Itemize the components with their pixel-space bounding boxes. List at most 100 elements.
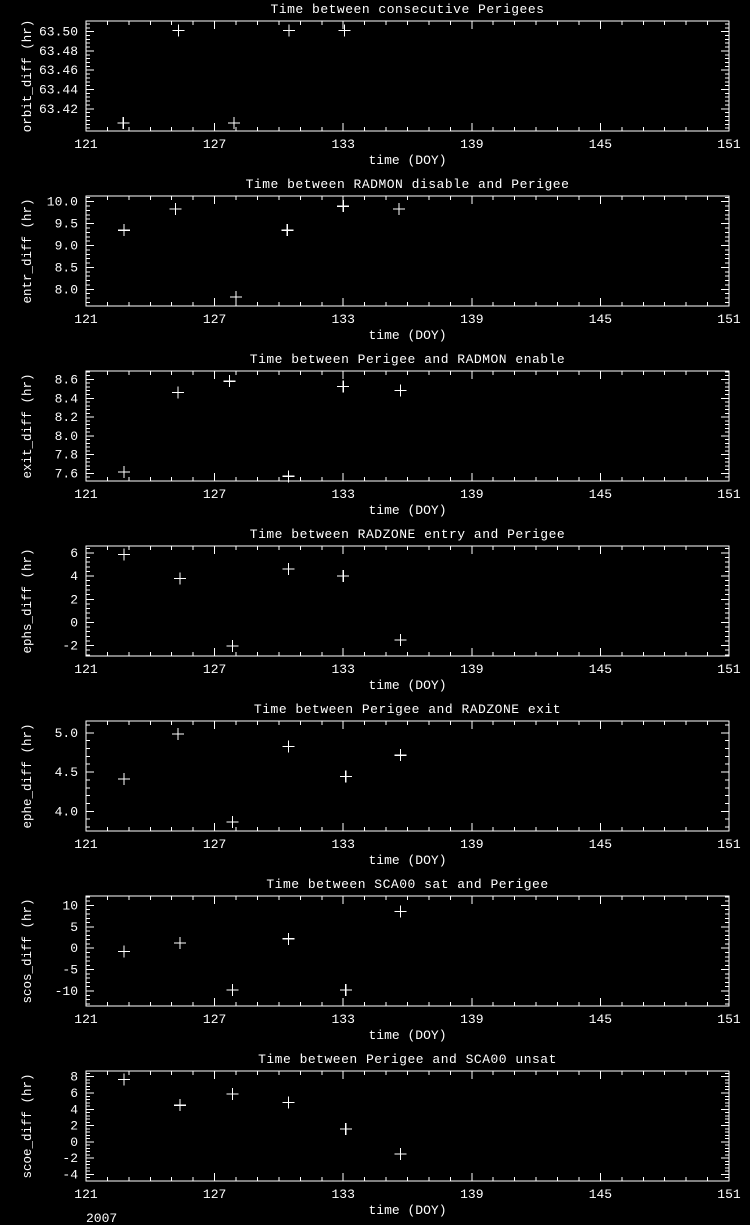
svg-text:0: 0 (70, 941, 78, 956)
svg-text:145: 145 (589, 1187, 612, 1202)
svg-text:145: 145 (589, 837, 612, 852)
svg-text:4: 4 (70, 1102, 78, 1117)
svg-text:-2: -2 (62, 1151, 78, 1166)
svg-text:time (DOY): time (DOY) (368, 503, 446, 518)
svg-text:8.6: 8.6 (55, 372, 78, 387)
svg-text:127: 127 (203, 837, 226, 852)
svg-text:63.42: 63.42 (39, 102, 78, 117)
svg-text:Time between consecutive Pe: Time between consecutive Perigees (271, 2, 545, 17)
svg-text:ephe_diff (hr): ephe_diff (hr) (21, 723, 35, 828)
svg-text:151: 151 (717, 837, 741, 852)
svg-text:139: 139 (460, 1012, 483, 1027)
svg-text:2: 2 (70, 1119, 78, 1134)
svg-text:4: 4 (70, 569, 78, 584)
svg-text:145: 145 (589, 312, 612, 327)
svg-text:-4: -4 (62, 1167, 78, 1182)
svg-text:151: 151 (717, 1012, 741, 1027)
svg-text:time (DOY): time (DOY) (368, 1028, 446, 1043)
svg-text:Time between RADMON disable: Time between RADMON disable and Perigee (246, 177, 570, 192)
svg-text:5: 5 (70, 920, 78, 935)
svg-text:0: 0 (70, 1135, 78, 1150)
svg-text:127: 127 (203, 137, 226, 152)
svg-text:63.46: 63.46 (39, 63, 78, 78)
svg-text:time (DOY): time (DOY) (368, 328, 446, 343)
svg-text:time (DOY): time (DOY) (368, 853, 446, 868)
svg-text:orbit_diff (hr): orbit_diff (hr) (21, 20, 35, 133)
svg-text:8.0: 8.0 (55, 429, 78, 444)
svg-text:-10: -10 (55, 984, 78, 999)
svg-text:4.5: 4.5 (55, 765, 78, 780)
svg-text:8.4: 8.4 (55, 391, 79, 406)
svg-text:10: 10 (62, 898, 78, 913)
svg-text:Time between SCA00 sat and: Time between SCA00 sat and Perigee (266, 877, 548, 892)
svg-text:145: 145 (589, 137, 612, 152)
svg-text:121: 121 (74, 137, 98, 152)
svg-text:121: 121 (74, 312, 98, 327)
svg-text:133: 133 (331, 312, 354, 327)
svg-text:ephs_diff (hr): ephs_diff (hr) (21, 548, 35, 653)
svg-text:145: 145 (589, 662, 612, 677)
svg-text:133: 133 (331, 137, 354, 152)
svg-text:-2: -2 (62, 639, 78, 654)
svg-text:2: 2 (70, 592, 78, 607)
svg-text:8.5: 8.5 (55, 260, 78, 275)
svg-text:Time between RADZONE entry: Time between RADZONE entry and Perigee (250, 527, 565, 542)
svg-text:127: 127 (203, 1012, 226, 1027)
svg-text:6: 6 (70, 1086, 78, 1101)
svg-text:Time between Perigee and R: Time between Perigee and RADZONE exit (254, 702, 561, 717)
svg-text:121: 121 (74, 1187, 98, 1202)
svg-text:127: 127 (203, 1187, 226, 1202)
svg-text:4.0: 4.0 (55, 804, 78, 819)
svg-text:Time between Perigee and R: Time between Perigee and RADMON enable (250, 352, 565, 367)
svg-text:139: 139 (460, 487, 483, 502)
svg-text:exit_diff (hr): exit_diff (hr) (21, 373, 35, 478)
svg-text:133: 133 (331, 662, 354, 677)
svg-text:151: 151 (717, 1187, 741, 1202)
svg-text:8: 8 (70, 1070, 78, 1085)
svg-text:entr_diff (hr): entr_diff (hr) (21, 198, 35, 303)
svg-text:Time between Perigee and S: Time between Perigee and SCA00 unsat (258, 1052, 557, 1067)
svg-text:63.48: 63.48 (39, 44, 78, 59)
svg-text:145: 145 (589, 1012, 612, 1027)
svg-text:145: 145 (589, 487, 612, 502)
svg-text:121: 121 (74, 1012, 98, 1027)
svg-text:139: 139 (460, 137, 483, 152)
svg-text:time (DOY): time (DOY) (368, 153, 446, 168)
svg-text:time (DOY): time (DOY) (368, 678, 446, 693)
svg-text:scoe_diff (hr): scoe_diff (hr) (21, 1073, 35, 1178)
svg-text:scos_diff (hr): scos_diff (hr) (21, 898, 35, 1003)
svg-text:time (DOY): time (DOY) (368, 1203, 446, 1218)
svg-text:9.0: 9.0 (55, 239, 78, 254)
svg-text:139: 139 (460, 662, 483, 677)
svg-text:151: 151 (717, 662, 741, 677)
svg-text:139: 139 (460, 837, 483, 852)
svg-text:127: 127 (203, 662, 226, 677)
svg-text:151: 151 (717, 137, 741, 152)
svg-text:121: 121 (74, 662, 98, 677)
svg-text:9.5: 9.5 (55, 217, 78, 232)
svg-text:121: 121 (74, 487, 98, 502)
svg-text:7.8: 7.8 (55, 448, 78, 463)
svg-text:133: 133 (331, 1012, 354, 1027)
svg-text:6: 6 (70, 546, 78, 561)
svg-text:5.0: 5.0 (55, 726, 78, 741)
svg-text:127: 127 (203, 312, 226, 327)
svg-text:0: 0 (70, 615, 78, 630)
svg-text:63.50: 63.50 (39, 25, 78, 40)
svg-text:10.0: 10.0 (47, 195, 78, 210)
svg-text:121: 121 (74, 837, 98, 852)
svg-text:151: 151 (717, 312, 741, 327)
svg-text:133: 133 (331, 487, 354, 502)
svg-text:127: 127 (203, 487, 226, 502)
svg-text:8.0: 8.0 (55, 282, 78, 297)
svg-text:139: 139 (460, 1187, 483, 1202)
svg-text:8.2: 8.2 (55, 410, 78, 425)
svg-text:133: 133 (331, 837, 354, 852)
svg-text:-5: -5 (62, 963, 78, 978)
svg-text:133: 133 (331, 1187, 354, 1202)
svg-text:151: 151 (717, 487, 741, 502)
svg-text:7.6: 7.6 (55, 466, 78, 481)
svg-text:63.44: 63.44 (39, 83, 78, 98)
svg-text:2007: 2007 (86, 1211, 117, 1225)
svg-text:139: 139 (460, 312, 483, 327)
